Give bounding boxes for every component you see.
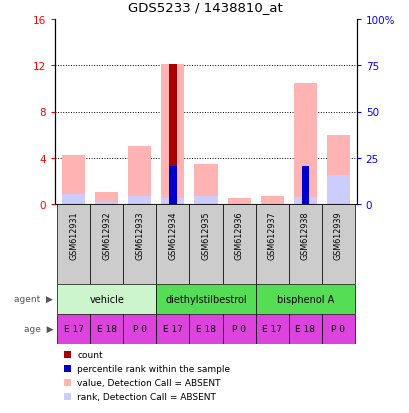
- Text: P 0: P 0: [133, 325, 146, 334]
- Text: age  ▶: age ▶: [24, 325, 53, 334]
- Text: P 0: P 0: [231, 325, 245, 334]
- Bar: [194, 164, 217, 204]
- Text: GDS5233 / 1438810_at: GDS5233 / 1438810_at: [127, 2, 282, 14]
- Bar: [288, 314, 321, 344]
- Bar: [156, 284, 255, 314]
- Bar: [57, 204, 90, 284]
- Text: vehicle: vehicle: [89, 294, 124, 304]
- Bar: [90, 314, 123, 344]
- Text: bisphenol A: bisphenol A: [276, 294, 333, 304]
- Bar: [288, 204, 321, 284]
- Text: GSM612939: GSM612939: [333, 211, 342, 259]
- Bar: [293, 83, 316, 204]
- Bar: [326, 176, 349, 204]
- Bar: [161, 65, 184, 204]
- Text: E 17: E 17: [262, 325, 281, 334]
- Bar: [62, 156, 85, 204]
- Text: E 18: E 18: [196, 325, 216, 334]
- Bar: [161, 199, 184, 204]
- Bar: [62, 194, 85, 204]
- Bar: [227, 203, 250, 204]
- Bar: [293, 197, 316, 204]
- Text: GSM612934: GSM612934: [168, 211, 177, 259]
- Bar: [255, 204, 288, 284]
- Bar: [95, 193, 118, 204]
- Bar: [260, 197, 283, 204]
- Bar: [227, 199, 250, 204]
- Text: rank, Detection Call = ABSENT: rank, Detection Call = ABSENT: [77, 392, 216, 401]
- Text: E 17: E 17: [63, 325, 83, 334]
- Text: GSM612935: GSM612935: [201, 211, 210, 259]
- Text: P 0: P 0: [331, 325, 345, 334]
- Bar: [222, 204, 255, 284]
- Bar: [169, 166, 176, 204]
- Bar: [222, 314, 255, 344]
- Text: GSM612936: GSM612936: [234, 211, 243, 259]
- Text: E 18: E 18: [294, 325, 315, 334]
- Bar: [321, 204, 354, 284]
- Bar: [156, 314, 189, 344]
- Bar: [128, 197, 151, 204]
- Text: value, Detection Call = ABSENT: value, Detection Call = ABSENT: [77, 378, 220, 387]
- Text: GSM612933: GSM612933: [135, 211, 144, 259]
- Bar: [128, 147, 151, 204]
- Text: diethylstilbestrol: diethylstilbestrol: [165, 294, 246, 304]
- Bar: [260, 203, 283, 204]
- Bar: [57, 284, 156, 314]
- Bar: [123, 204, 156, 284]
- Bar: [57, 314, 90, 344]
- Bar: [255, 314, 288, 344]
- Text: GSM612931: GSM612931: [69, 211, 78, 259]
- Text: agent  ▶: agent ▶: [14, 295, 53, 304]
- Bar: [194, 197, 217, 204]
- Text: GSM612932: GSM612932: [102, 211, 111, 259]
- Bar: [90, 204, 123, 284]
- Bar: [156, 204, 189, 284]
- Bar: [169, 65, 176, 204]
- Text: GSM612938: GSM612938: [300, 211, 309, 259]
- Bar: [189, 204, 222, 284]
- Bar: [123, 314, 156, 344]
- Bar: [321, 314, 354, 344]
- Bar: [326, 135, 349, 204]
- Bar: [189, 314, 222, 344]
- Bar: [95, 202, 118, 204]
- Text: GSM612937: GSM612937: [267, 211, 276, 259]
- Text: E 18: E 18: [97, 325, 117, 334]
- Bar: [255, 284, 354, 314]
- Text: E 17: E 17: [162, 325, 182, 334]
- Bar: [301, 166, 308, 204]
- Text: percentile rank within the sample: percentile rank within the sample: [77, 364, 230, 373]
- Text: count: count: [77, 350, 103, 359]
